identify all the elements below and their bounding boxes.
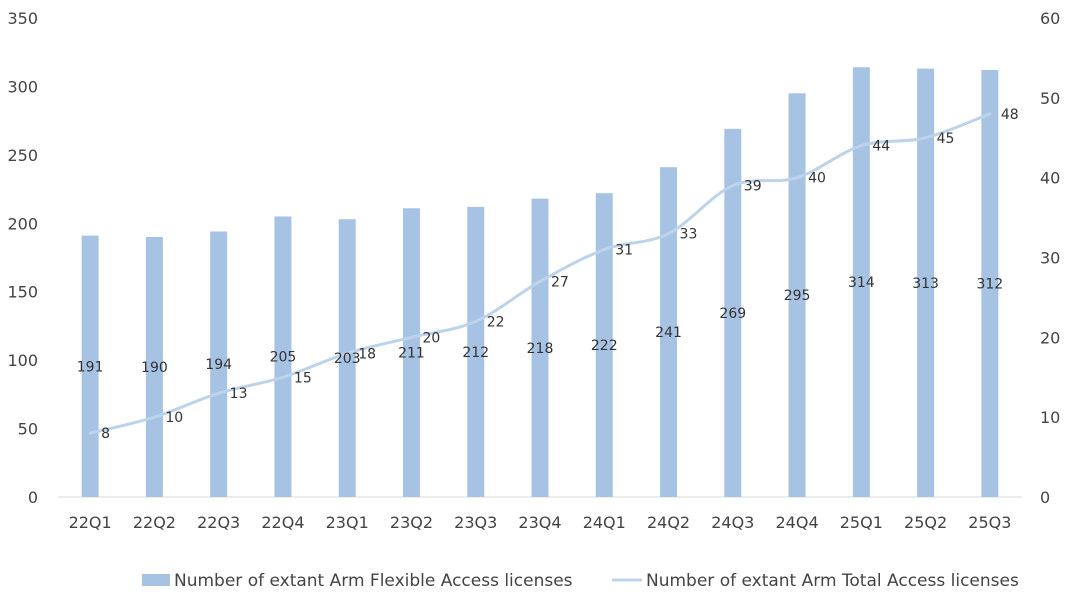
line-data-label: 22 <box>487 314 505 330</box>
right-axis-tick: 30 <box>1040 249 1060 268</box>
bar-data-label: 190 <box>141 360 168 376</box>
x-axis-tick: 22Q1 <box>69 513 112 532</box>
line-data-label: 44 <box>872 139 890 155</box>
bar <box>338 219 356 497</box>
line-data-label: 48 <box>1001 107 1019 123</box>
right-axis-ticks: 0 10 20 30 40 50 60 <box>1040 9 1060 507</box>
line-data-labels: 8 10 13 15 18 20 22 27 31 33 39 40 44 45 48 <box>101 107 1019 442</box>
x-axis-tick: 22Q3 <box>197 513 240 532</box>
line-data-label: 10 <box>165 410 183 426</box>
line-data-label: 13 <box>230 386 248 402</box>
bar <box>531 198 549 497</box>
bar <box>402 208 420 497</box>
line-data-label: 45 <box>937 131 955 147</box>
bar-data-label: 241 <box>655 325 682 341</box>
bar-data-label: 313 <box>912 276 939 292</box>
left-axis-tick: 250 <box>7 146 38 165</box>
line-data-label: 20 <box>422 330 440 346</box>
right-axis-tick: 10 <box>1040 408 1060 427</box>
bar-data-label: 212 <box>462 345 489 361</box>
left-axis-tick: 200 <box>7 214 38 233</box>
bar <box>595 193 613 498</box>
x-axis-tick: 23Q1 <box>326 513 369 532</box>
left-axis-tick: 350 <box>7 9 38 28</box>
x-axis-ticks: 22Q1 22Q2 22Q3 22Q4 23Q1 23Q2 23Q3 23Q4 24Q1 24Q2… <box>69 513 1012 532</box>
x-axis-tick: 24Q3 <box>711 513 754 532</box>
bar-data-label: 205 <box>270 350 297 366</box>
line-data-label: 15 <box>294 370 312 386</box>
bar <box>981 70 999 498</box>
line-data-label: 31 <box>615 243 633 259</box>
bar-data-label: 211 <box>398 346 425 362</box>
right-axis-tick: 0 <box>1040 488 1050 507</box>
legend-label-flexible: Number of extant Arm Flexible Access lic… <box>174 571 573 591</box>
bar-series <box>81 67 999 498</box>
bar-data-label: 312 <box>976 277 1003 293</box>
bar <box>145 236 163 497</box>
bar-data-label: 203 <box>334 351 361 367</box>
legend-swatch-flexible <box>142 574 170 586</box>
bar-data-label: 314 <box>848 275 875 291</box>
x-axis-tick: 22Q2 <box>133 513 176 532</box>
right-axis-tick: 20 <box>1040 328 1060 347</box>
legend: Number of extant Arm Flexible Access lic… <box>142 571 1019 591</box>
bar <box>467 206 485 497</box>
bar <box>274 216 292 497</box>
x-axis-tick: 23Q3 <box>454 513 497 532</box>
line-data-label: 40 <box>808 171 826 187</box>
legend-label-total: Number of extant Arm Total Access licens… <box>646 571 1019 591</box>
line-data-label: 8 <box>101 426 110 442</box>
bar <box>210 231 228 498</box>
bar <box>724 128 742 497</box>
bar-data-label: 191 <box>77 359 104 375</box>
bar-data-label: 218 <box>527 341 554 357</box>
left-axis-tick: 50 <box>18 420 38 439</box>
left-axis-tick: 150 <box>7 283 38 302</box>
x-axis-tick: 24Q4 <box>775 513 818 532</box>
bar <box>788 93 806 498</box>
x-axis-tick: 25Q1 <box>840 513 883 532</box>
bar <box>660 167 678 497</box>
left-axis-ticks: 0 50 100 150 200 250 300 350 <box>7 9 38 507</box>
line-data-label: 27 <box>551 274 569 290</box>
line-data-label: 18 <box>358 346 376 362</box>
bar-data-labels: 191 190 194 205 203 211 212 218 222 241 269 295 314 3… <box>77 275 1003 376</box>
bar-data-label: 269 <box>719 306 746 322</box>
left-axis-tick: 300 <box>7 77 38 96</box>
bar-data-label: 194 <box>205 357 232 373</box>
bar <box>852 67 870 498</box>
right-axis-tick: 60 <box>1040 9 1060 28</box>
bar-data-label: 295 <box>784 288 811 304</box>
x-axis-tick: 24Q1 <box>583 513 626 532</box>
line-data-label: 33 <box>680 227 698 243</box>
x-axis-tick: 25Q3 <box>968 513 1011 532</box>
x-axis-tick: 22Q4 <box>261 513 304 532</box>
x-axis-tick: 23Q4 <box>518 513 561 532</box>
x-axis-tick: 25Q2 <box>904 513 947 532</box>
left-axis-tick: 0 <box>28 488 38 507</box>
right-axis-tick: 50 <box>1040 89 1060 108</box>
bar <box>917 68 935 497</box>
right-axis-tick: 40 <box>1040 169 1060 188</box>
x-axis-tick: 23Q2 <box>390 513 433 532</box>
bar-data-label: 222 <box>591 338 618 354</box>
left-axis-tick: 100 <box>7 351 38 370</box>
x-axis-tick: 24Q2 <box>647 513 690 532</box>
line-data-label: 39 <box>744 179 762 195</box>
line-series <box>88 112 992 435</box>
